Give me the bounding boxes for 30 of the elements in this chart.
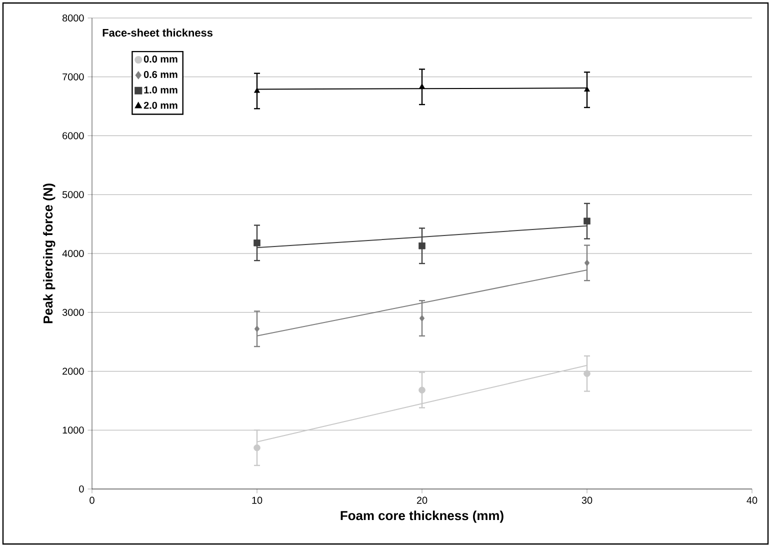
point bbox=[254, 325, 260, 332]
legend-label: 0.0 mm bbox=[144, 56, 178, 63]
x-tick-label: 40 bbox=[746, 496, 758, 504]
point bbox=[418, 386, 426, 394]
point bbox=[254, 240, 260, 246]
point bbox=[254, 444, 260, 452]
y-tick-label: 2000 bbox=[62, 368, 84, 375]
point bbox=[418, 242, 426, 250]
x-tick-label: 0 bbox=[90, 496, 94, 504]
x-tick-label: 30 bbox=[582, 496, 592, 504]
legend-title: Face-sheet thickness bbox=[102, 28, 213, 37]
y-axis-title: Peak piercing force (N) bbox=[43, 184, 56, 324]
point bbox=[419, 314, 425, 322]
point bbox=[584, 260, 590, 266]
y-tick-label: 6000 bbox=[62, 132, 84, 140]
y-tick-label: 4000 bbox=[62, 250, 84, 258]
y-tick-label: 8000 bbox=[62, 14, 84, 22]
legend-label: 2.0 mm bbox=[144, 102, 178, 109]
y-tick-label: 7000 bbox=[62, 73, 84, 80]
y-tick-label: 1000 bbox=[62, 426, 84, 434]
x-tick-label: 10 bbox=[252, 496, 262, 504]
point bbox=[584, 370, 590, 377]
point bbox=[584, 218, 590, 225]
x-tick-label: 20 bbox=[416, 496, 428, 504]
legend-label: 0.6 mm bbox=[144, 70, 178, 78]
y-tick-label: 0 bbox=[79, 485, 84, 493]
x-axis-title: Foam core thickness (mm) bbox=[340, 510, 504, 523]
y-tick-label: 5000 bbox=[62, 191, 84, 198]
y-tick-label: 3000 bbox=[62, 308, 84, 316]
legend-label: 1.0 mm bbox=[144, 86, 178, 94]
